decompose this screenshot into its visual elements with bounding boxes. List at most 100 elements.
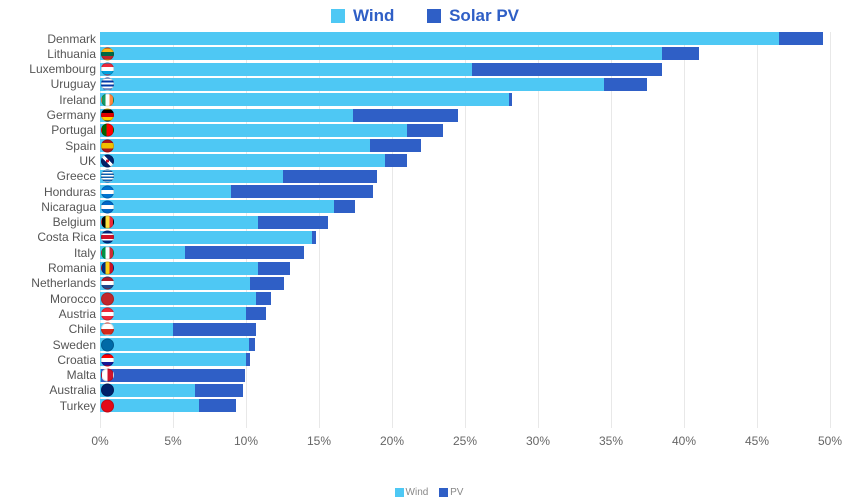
bar-wind — [100, 170, 283, 183]
country-flag-icon — [101, 139, 114, 152]
country-flag-icon — [101, 231, 114, 244]
bar-pv — [779, 32, 823, 45]
country-flag-icon — [101, 323, 114, 336]
country-flag-icon — [101, 369, 114, 382]
x-tick-label: 40% — [672, 434, 696, 448]
bar-row — [100, 231, 830, 244]
bar-wind — [100, 124, 407, 137]
country-label: Sweden — [53, 338, 96, 352]
bar-pv — [199, 399, 236, 412]
bar-wind — [100, 338, 249, 351]
country-label: Belgium — [53, 215, 96, 229]
country-label: Netherlands — [31, 276, 96, 290]
country-label: Spain — [65, 139, 96, 153]
country-label: Honduras — [44, 185, 96, 199]
country-label: Chile — [69, 322, 96, 336]
country-flag-icon — [101, 47, 114, 60]
country-label: UK — [79, 154, 96, 168]
plot-area: 0%5%10%15%20%25%30%35%40%45%50% — [100, 32, 830, 452]
bar-pv — [249, 338, 255, 351]
x-tick-label: 50% — [818, 434, 842, 448]
legend-label-pv: Solar PV — [449, 6, 519, 26]
country-flag-icon — [101, 109, 114, 122]
bar-pv — [353, 109, 458, 122]
bar-row — [100, 109, 830, 122]
country-flag-icon — [101, 307, 114, 320]
country-label: Uruguay — [51, 77, 96, 91]
energy-chart: Wind Solar PV 0%5%10%15%20%25%30%35%40%4… — [0, 0, 850, 500]
country-flag-icon — [101, 154, 114, 167]
bar-wind — [100, 384, 195, 397]
bar-pv — [101, 369, 244, 382]
bar-pv — [283, 170, 378, 183]
bar-row — [100, 277, 830, 290]
bar-row — [100, 369, 830, 382]
bar-pv — [256, 292, 271, 305]
country-label: Morocco — [50, 292, 96, 306]
bar-pv — [246, 353, 250, 366]
country-flag-icon — [101, 63, 114, 76]
x-tick-label: 10% — [234, 434, 258, 448]
bar-pv — [662, 47, 699, 60]
country-label: Denmark — [47, 32, 96, 46]
bar-row — [100, 63, 830, 76]
legend-bottom-swatch-pv — [439, 488, 448, 497]
country-flag-icon — [101, 277, 114, 290]
country-flag-icon — [101, 78, 114, 91]
x-tick-label: 20% — [380, 434, 404, 448]
country-flag-icon — [101, 246, 114, 259]
legend-bottom: Wind PV — [0, 487, 850, 498]
country-label: Lithuania — [47, 47, 96, 61]
bar-wind — [100, 154, 385, 167]
bar-wind — [100, 32, 779, 45]
country-label: Germany — [47, 108, 96, 122]
bar-row — [100, 124, 830, 137]
bar-row — [100, 353, 830, 366]
bar-pv — [185, 246, 305, 259]
x-tick-label: 0% — [91, 434, 108, 448]
bar-pv — [370, 139, 421, 152]
country-flag-icon — [101, 399, 114, 412]
bar-row — [100, 307, 830, 320]
bar-row — [100, 338, 830, 351]
bar-row — [100, 139, 830, 152]
country-flag-icon — [101, 353, 114, 366]
x-tick-label: 30% — [526, 434, 550, 448]
bar-pv — [173, 323, 256, 336]
bar-wind — [100, 109, 353, 122]
bar-pv — [231, 185, 373, 198]
country-label: Ireland — [59, 93, 96, 107]
country-flag-icon — [101, 124, 114, 137]
x-tick-label: 25% — [453, 434, 477, 448]
bar-row — [100, 32, 830, 45]
legend-top: Wind Solar PV — [0, 6, 850, 28]
bar-row — [100, 200, 830, 213]
bar-wind — [100, 93, 509, 106]
x-tick-label: 45% — [745, 434, 769, 448]
country-label: Luxembourg — [29, 62, 96, 76]
country-flag-icon — [101, 200, 114, 213]
bar-pv — [195, 384, 243, 397]
legend-swatch-wind — [331, 9, 345, 23]
bar-row — [100, 170, 830, 183]
bar-wind — [100, 78, 604, 91]
bar-row — [100, 78, 830, 91]
bar-pv — [334, 200, 356, 213]
x-tick-label: 35% — [599, 434, 623, 448]
bar-row — [100, 399, 830, 412]
country-flag-icon — [101, 262, 114, 275]
bar-wind — [100, 307, 246, 320]
bar-row — [100, 216, 830, 229]
bar-wind — [100, 277, 250, 290]
country-flag-icon — [101, 384, 114, 397]
country-label: Turkey — [60, 399, 96, 413]
bar-wind — [100, 139, 370, 152]
bar-row — [100, 185, 830, 198]
bar-wind — [100, 185, 231, 198]
bar-wind — [100, 63, 472, 76]
bar-wind — [100, 292, 256, 305]
country-label: Italy — [74, 246, 96, 260]
country-flag-icon — [101, 338, 114, 351]
country-flag-icon — [101, 216, 114, 229]
country-label: Portugal — [51, 123, 96, 137]
